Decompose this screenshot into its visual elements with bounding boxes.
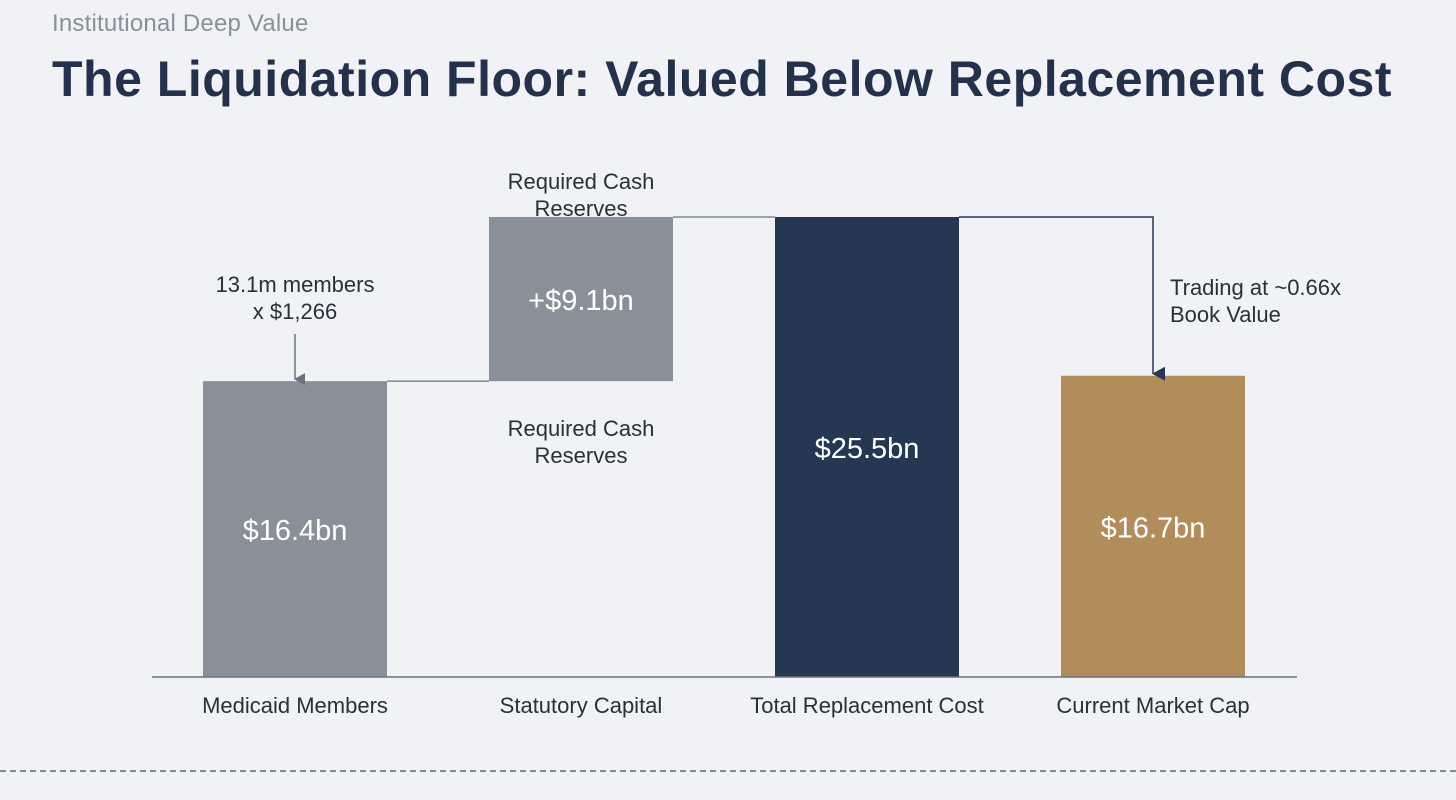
bar-value-label: $25.5bn <box>815 433 920 465</box>
bar-medicaid-members <box>203 381 387 677</box>
waterfall-chart: $16.4bn +$9.1bn $25.5bn $16.7bn Medicaid Mem… <box>152 169 1341 718</box>
x-tick-label: Statutory Capital <box>500 693 663 718</box>
annotation-trading: Book Value <box>1170 302 1281 327</box>
annotation-cash-reserves: Reserves <box>535 443 628 468</box>
eyebrow-label: Institutional Deep Value <box>52 10 309 37</box>
x-tick-label: Total Replacement Cost <box>750 693 984 718</box>
bottom-divider <box>0 770 1456 772</box>
annotation-arrow <box>959 216 1165 381</box>
annotation-cash-reserves: Reserves <box>535 196 628 221</box>
bar-value-label: $16.7bn <box>1101 512 1206 544</box>
page-title: The Liquidation Floor: Valued Below Repl… <box>52 51 1393 107</box>
annotation-members: x $1,266 <box>253 299 337 324</box>
annotation-trading: Trading at ~0.66x <box>1170 275 1341 300</box>
annotation-members: 13.1m members <box>216 272 375 297</box>
bar-statutory-capital <box>489 217 673 382</box>
bar-value-label: +$9.1bn <box>528 285 634 317</box>
x-tick-label: Medicaid Members <box>202 693 388 718</box>
bar-total-replacement-cost <box>775 217 959 677</box>
x-tick-label: Current Market Cap <box>1056 693 1249 718</box>
bar-value-label: $16.4bn <box>243 515 348 547</box>
annotation-cash-reserves: Required Cash <box>508 169 655 194</box>
annotation-cash-reserves: Required Cash <box>508 416 655 441</box>
bar-current-market-cap <box>1061 375 1245 677</box>
